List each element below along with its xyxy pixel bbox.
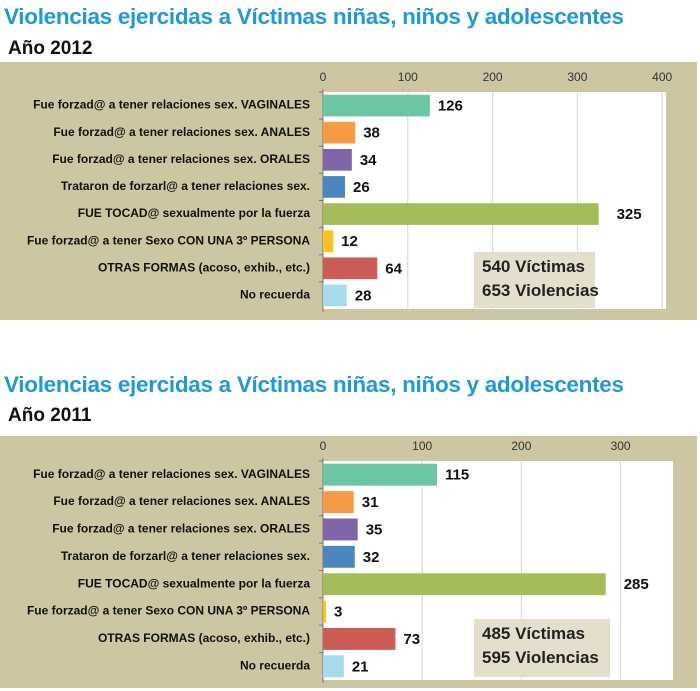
chart-title-2012: Violencias ejercidas a Víctimas niñas, n… [4, 4, 624, 29]
x-tick-label: 300 [611, 439, 631, 453]
bar [323, 284, 347, 307]
bar [323, 600, 326, 623]
bar [323, 518, 358, 541]
x-tick-label: 100 [412, 439, 432, 453]
x-tick-label: 0 [320, 439, 327, 453]
bar [323, 148, 352, 171]
bar [323, 176, 346, 198]
bar [323, 121, 356, 144]
category-label: Fue forzad@ a tener relaciones sex. VAGI… [33, 98, 310, 112]
bar [323, 257, 378, 280]
bar [323, 573, 606, 596]
category-label: OTRAS FORMAS (acoso, exhib., etc.) [98, 631, 310, 645]
x-tick-label: 0 [320, 70, 327, 84]
data-label: 115 [445, 467, 469, 484]
data-label: 32 [363, 549, 380, 566]
data-label: 285 [624, 576, 649, 593]
category-label: Fue forzad@ a tener Sexo CON UNA 3º PERS… [27, 233, 310, 247]
violencias-count: 595 Violencias [482, 648, 599, 667]
category-label: Trataron de forzarl@ a tener relaciones … [61, 179, 310, 193]
bar [323, 655, 344, 678]
category-label: OTRAS FORMAS (acoso, exhib., etc.) [98, 260, 310, 274]
data-label: 3 [334, 604, 342, 621]
x-tick-label: 100 [398, 70, 418, 84]
data-label: 73 [403, 631, 420, 648]
bar [323, 491, 354, 514]
bar [323, 627, 396, 650]
stats-box [474, 252, 595, 308]
bar [323, 463, 438, 486]
x-tick-label: 300 [567, 70, 587, 84]
victimas-count: 540 Víctimas [482, 257, 585, 276]
data-label: 26 [353, 179, 370, 196]
data-label: 21 [352, 658, 369, 675]
category-label: Fue forzad@ a tener relaciones sex. ORAL… [52, 522, 310, 536]
category-label: FUE TOCAD@ sexualmente por la fuerza [78, 206, 311, 220]
chart-subtitle-2012: Año 2012 [8, 38, 93, 59]
data-label: 12 [341, 233, 358, 250]
category-label: Fue forzad@ a tener relaciones sex. ANAL… [53, 125, 310, 139]
data-label: 126 [438, 98, 463, 115]
data-label: 35 [366, 521, 383, 538]
x-tick-label: 200 [511, 439, 531, 453]
category-label: Fue forzad@ a tener relaciones sex. ANAL… [53, 494, 310, 508]
category-label: FUE TOCAD@ sexualmente por la fuerza [78, 576, 311, 590]
data-label: 325 [617, 206, 642, 223]
data-label: 38 [363, 125, 380, 142]
violencias-count: 653 Violencias [482, 281, 599, 300]
category-label: Trataron de forzarl@ a tener relaciones … [61, 549, 310, 563]
bar [323, 94, 430, 117]
data-label: 64 [385, 260, 402, 277]
category-label: No recuerda [240, 658, 310, 672]
category-label: No recuerda [240, 288, 310, 302]
chart-subtitle-2011: Año 2011 [8, 405, 92, 426]
chart-title-2011: Violencias ejercidas a Víctimas niñas, n… [4, 372, 624, 397]
bar-chart-2011: 0 100 200 300 Fue forzad@ a tener relaciones… [0, 436, 697, 688]
bar [323, 545, 355, 568]
x-tick-label: 200 [483, 70, 503, 84]
data-label: 28 [355, 287, 372, 304]
victimas-count: 485 Víctimas [482, 624, 585, 643]
data-label: 34 [360, 152, 377, 169]
x-tick-label: 400 [652, 70, 672, 84]
category-label: Fue forzad@ a tener Sexo CON UNA 3º PERS… [27, 604, 310, 618]
category-label: Fue forzad@ a tener relaciones sex. VAGI… [33, 467, 310, 481]
bar [323, 203, 599, 225]
bar [323, 230, 334, 253]
category-label: Fue forzad@ a tener relaciones sex. ORAL… [52, 152, 310, 166]
stats-box [474, 619, 610, 677]
bar-chart-2012: 0 100 200 300 400 Fue forzad@ a tener relacio… [0, 62, 697, 320]
data-label: 31 [362, 494, 379, 511]
